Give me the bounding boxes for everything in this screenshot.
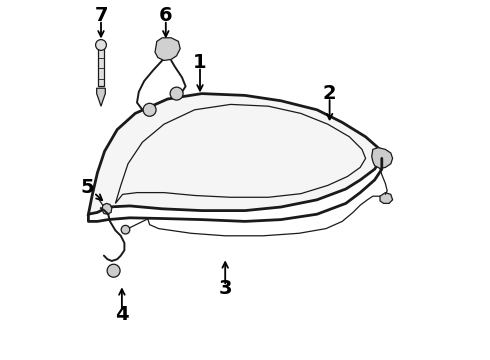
Circle shape xyxy=(121,225,130,234)
Polygon shape xyxy=(98,47,104,86)
Polygon shape xyxy=(97,88,105,106)
Circle shape xyxy=(170,87,183,100)
Circle shape xyxy=(143,103,156,116)
Text: 2: 2 xyxy=(323,84,337,103)
Circle shape xyxy=(96,40,106,50)
Text: 3: 3 xyxy=(219,279,232,297)
Circle shape xyxy=(107,264,120,277)
Polygon shape xyxy=(380,193,392,203)
Polygon shape xyxy=(372,148,392,168)
Text: 7: 7 xyxy=(94,6,108,24)
Polygon shape xyxy=(88,94,382,214)
Text: 5: 5 xyxy=(80,178,94,197)
Polygon shape xyxy=(155,38,180,60)
Polygon shape xyxy=(102,203,112,214)
Text: 1: 1 xyxy=(193,54,207,72)
Text: 6: 6 xyxy=(159,6,172,24)
Text: 4: 4 xyxy=(115,306,129,324)
